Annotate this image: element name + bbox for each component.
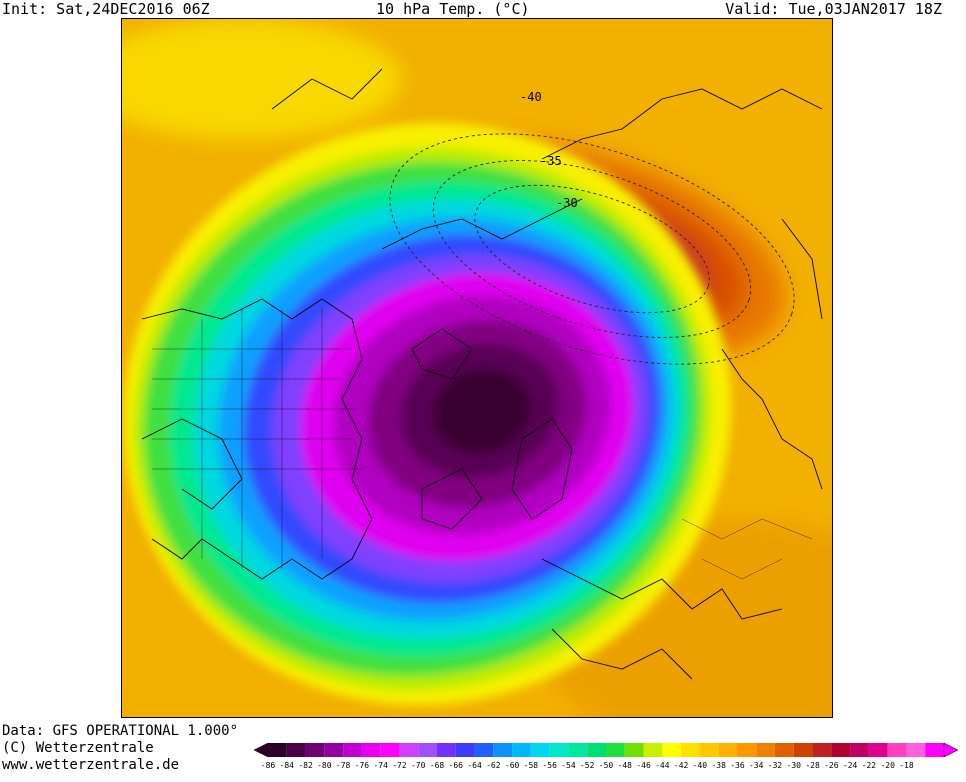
colorbar-swatch [868,743,888,757]
colorbar-swatch [887,743,907,757]
colorbar-swatch [681,743,700,757]
colorbar-tick-label: -84 [279,761,294,770]
colorbar-tick-label: -40 [692,761,708,770]
colorbar-tick-label: -54 [561,761,576,770]
colorbar-tick-label: -80 [317,761,332,770]
colorbar-swatch [286,743,306,757]
colorbar-swatch [812,743,832,757]
colorbar-swatch [493,743,513,757]
colorbar-tick-label: -48 [617,761,632,770]
map-title: 10 hPa Temp. (°C) [376,0,530,18]
colorbar-tick-label: -50 [598,761,614,770]
colorbar-swatch [343,743,362,757]
colorbar-swatch [380,743,400,757]
colorbar-swatch [737,743,757,757]
polar-vortex [122,122,732,706]
colorbar-tick-label: -64 [467,761,482,770]
colorbar-tick-label: -34 [748,761,764,770]
colorbar-swatch [718,743,738,757]
colorbar-tick-label: -78 [335,761,351,770]
colorbar-swatch [568,743,588,757]
colorbar-tick-label: -28 [805,761,820,770]
colorbar-swatch [324,743,344,757]
colorbar-swatch [624,743,644,757]
color-scale-labels: -86 -84 -82 -80 -78 -76 -74 -72 -70 -68 -66 -64 -62-… [261,761,958,773]
contour-label-minus-35: -35 [540,154,562,168]
colorbar-tick-label: -18 [899,761,914,770]
colorbar-swatch [587,743,606,757]
valid-time-label: Valid: Tue,03JAN2017 18Z [725,0,942,18]
colorbar-swatch [268,743,287,757]
colorbar-tick-label: -42 [673,761,689,770]
colorbar-tick-label: -52 [579,761,595,770]
colorbar-swatch [418,743,437,757]
colorbar-tick-label: -24 [842,761,858,770]
copyright-label: (C) Wetterzentrale [2,740,154,756]
colorbar-tick-label: -82 [298,761,313,770]
coastlines [141,68,823,680]
colorbar-tick-label: -68 [429,761,445,770]
colorbar-swatch [906,743,926,757]
website-label: www.wetterzentrale.de [2,757,180,773]
colorbar-tick-label: -30 [786,761,801,770]
colorbar-tick-label: -70 [410,761,426,770]
temperature-map: -40 -35 -30 [122,19,832,717]
colorbar-tick-label: -58 [523,761,539,770]
colorbar-max-arrow [943,742,958,758]
colorbar-tick-label: -60 [504,761,520,770]
colorbar-tick-label: -66 [448,761,463,770]
colorbar-swatch [643,743,663,757]
colorbar-tick-label: -32 [767,761,783,770]
colorbar-tick-label: -86 [260,761,276,770]
colorbar-tick-label: -72 [392,761,407,770]
colorbar-swatch [775,743,794,757]
colorbar-tick-label: -56 [542,761,557,770]
color-scale-bar [254,742,958,758]
colorbar-swatch [606,743,625,757]
colorbar-swatch [474,743,494,757]
contour-label-minus-30: -30 [556,196,578,210]
colorbar-tick-label: -44 [655,761,670,770]
colorbar-swatch [925,743,944,757]
colorbar-tick-label: -20 [880,761,895,770]
colorbar-tick-label: -38 [711,761,726,770]
map-panel: -40 -35 -30 [121,18,833,718]
colorbar-swatch [455,743,475,757]
colorbar-swatch [662,743,682,757]
colorbar-min-arrow [254,742,269,758]
data-source-label: Data: GFS OPERATIONAL 1.000° [2,723,239,739]
yellow-region [122,19,402,139]
colorbar-swatch [361,743,381,757]
colorbar-swatch [831,743,851,757]
colorbar-tick-label: -36 [730,761,745,770]
colorbar-tick-label: -26 [824,761,839,770]
init-time-label: Init: Sat,24DEC2016 06Z [2,0,210,18]
colorbar-tick-label: -22 [861,761,877,770]
colorbar-tick-label: -74 [373,761,388,770]
temperature-contours [389,133,795,365]
colorbar-tick-label: -46 [636,761,651,770]
colorbar-swatch [699,743,719,757]
colorbar-swatch [793,743,813,757]
colorbar-swatch [512,743,531,757]
contour-label-minus-40: -40 [520,90,542,104]
colorbar-tick-label: -76 [354,761,370,770]
political-borders [152,309,813,580]
colorbar-swatch [437,743,456,757]
colorbar-swatch [850,743,869,757]
colorbar-swatch [549,743,569,757]
colorbar-tick-label: -62 [486,761,501,770]
colorbar-swatch [305,743,325,757]
colorbar-swatch [399,743,419,757]
colorbar-swatch [756,743,775,757]
colorbar-swatch [530,743,550,757]
